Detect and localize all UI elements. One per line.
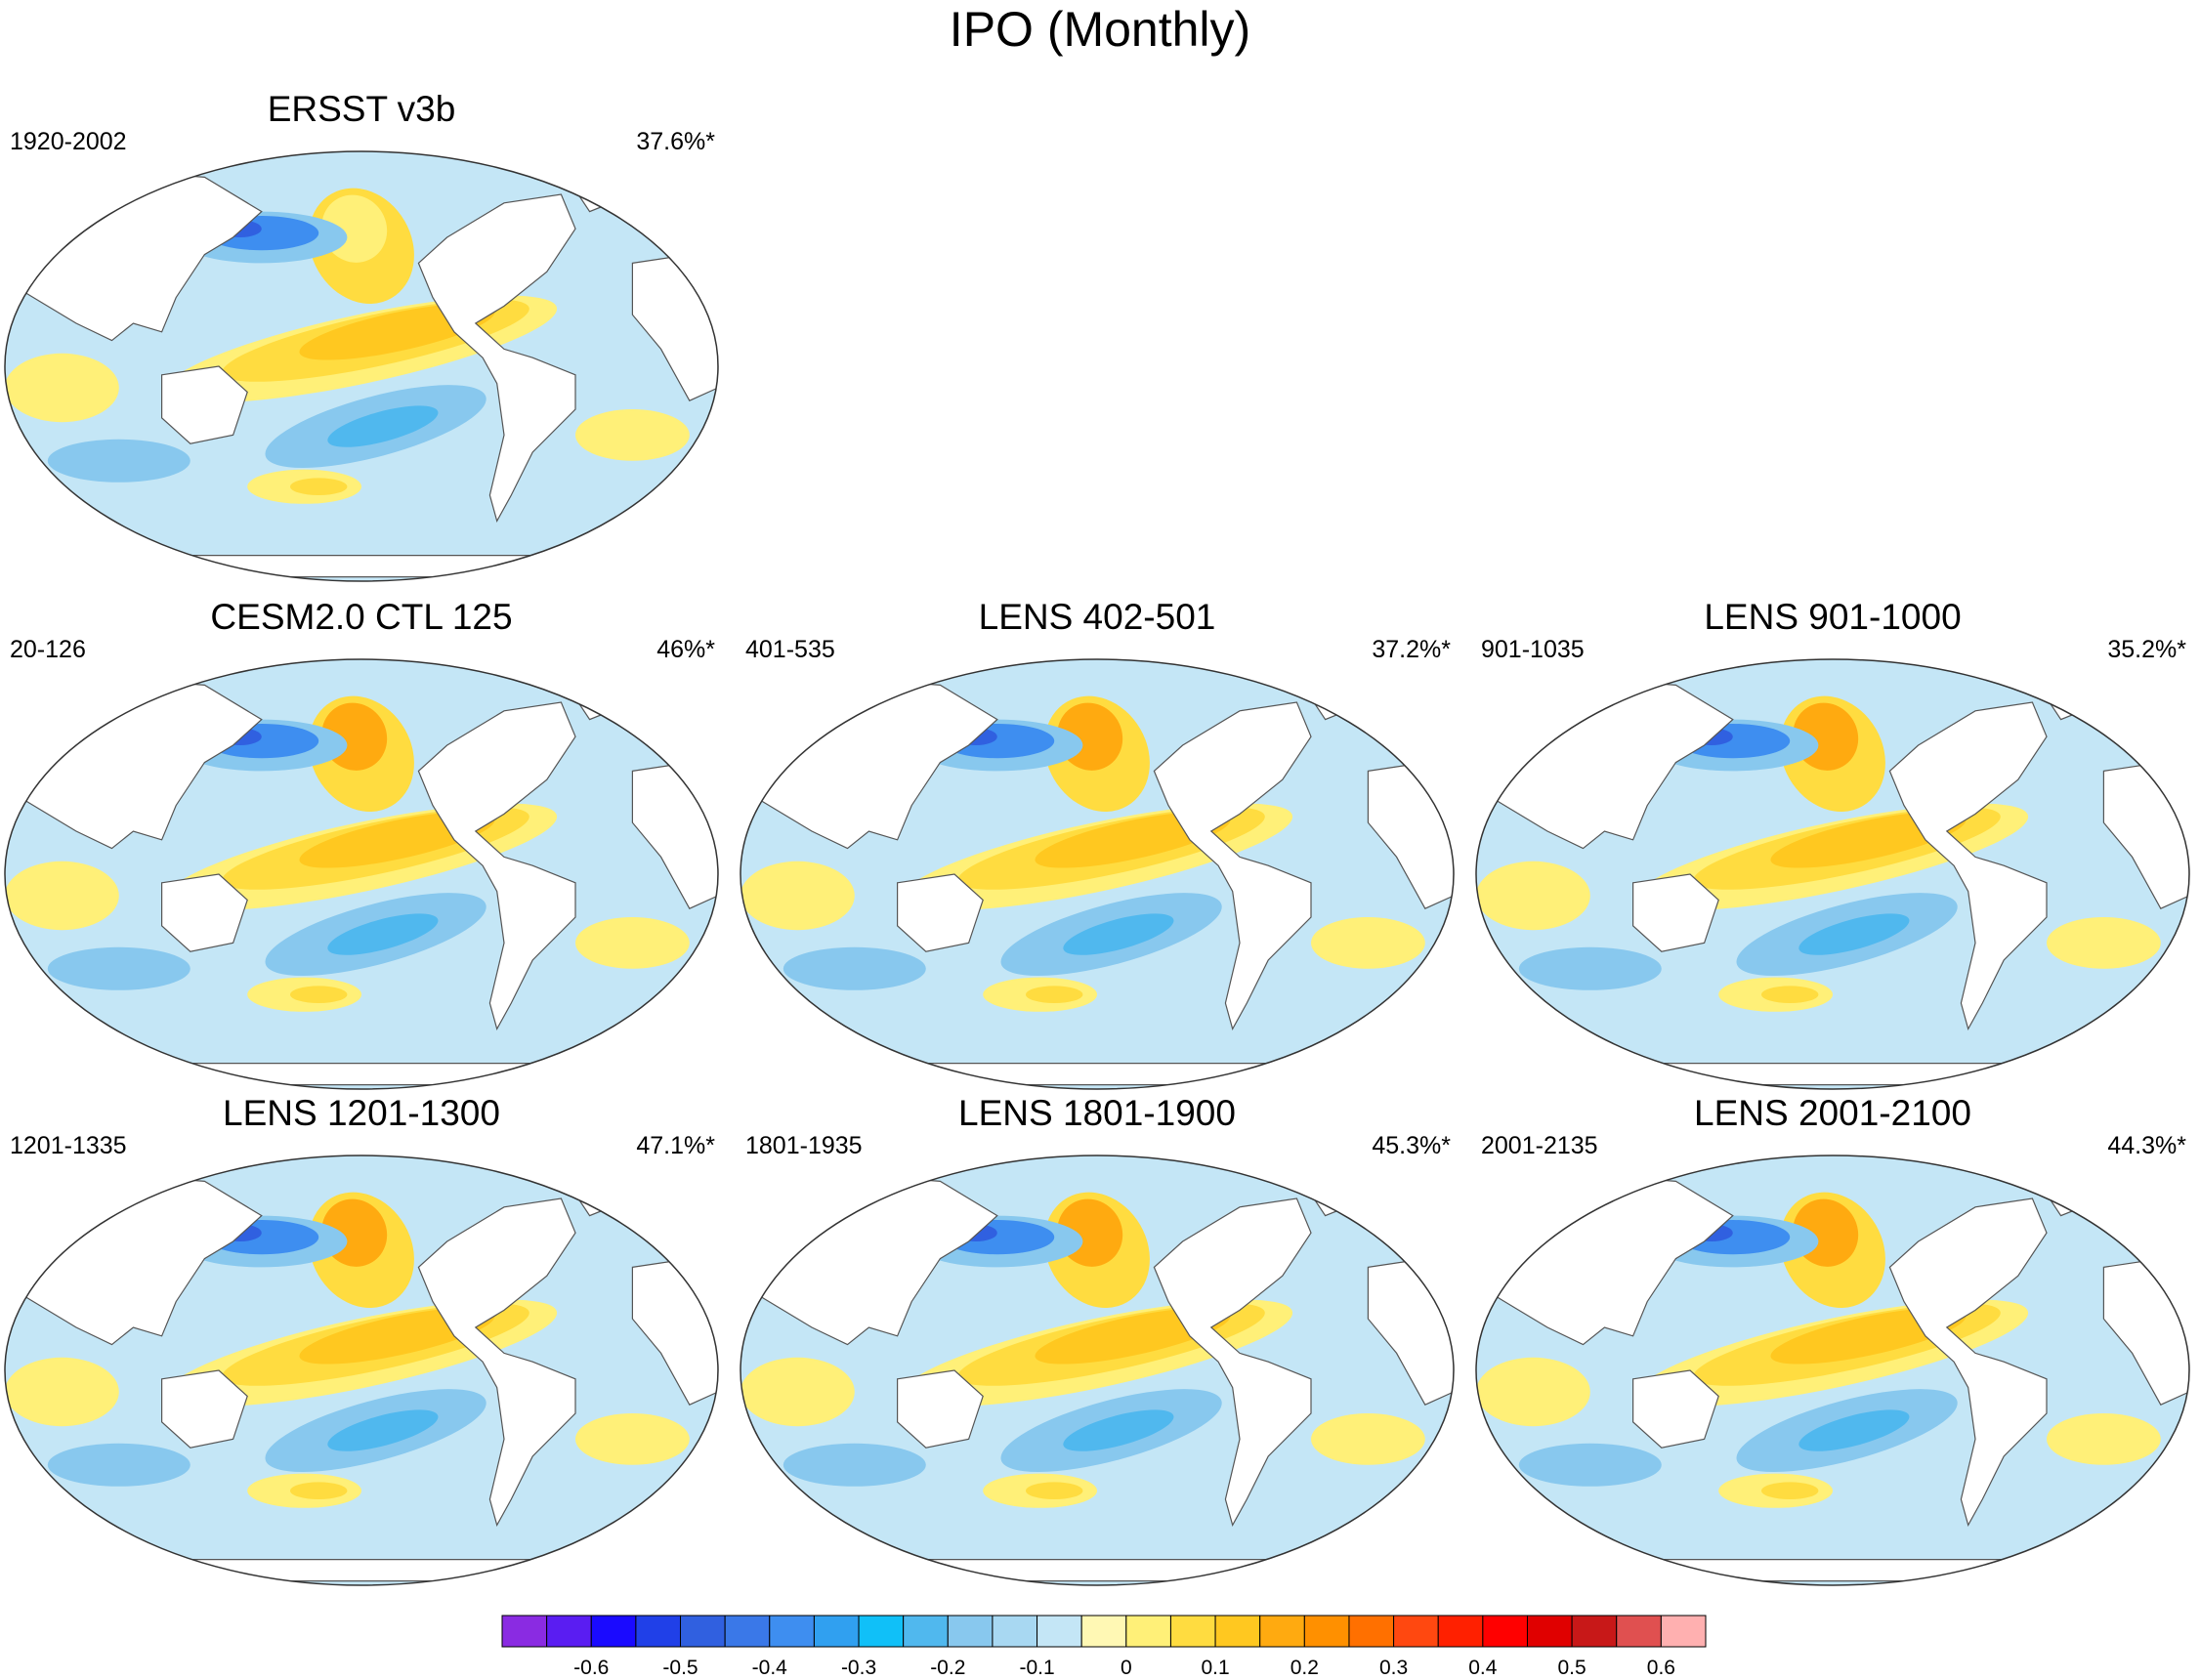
land-americas xyxy=(417,193,576,523)
colorbar-swatch xyxy=(1037,1615,1082,1648)
world-map xyxy=(4,658,719,1090)
colorbar-swatch xyxy=(858,1615,905,1648)
panel-variance: 35.2%* xyxy=(2107,636,2186,663)
colorbar-swatch xyxy=(903,1615,949,1648)
land-antarctica xyxy=(1546,1559,2119,1582)
colorbar-swatch xyxy=(1616,1615,1662,1648)
panel-variance: 44.3%* xyxy=(2107,1132,2186,1159)
land-antarctica xyxy=(75,555,648,578)
map-panel-cesm2-ctl: CESM2.0 CTL 125 20-126 46%* xyxy=(0,596,723,1104)
land-australia xyxy=(1632,873,1719,952)
land-antarctica xyxy=(75,1063,648,1086)
land-antarctica xyxy=(1546,1063,2119,1086)
land-australia xyxy=(161,365,248,444)
colorbar-swatch xyxy=(546,1615,592,1648)
panel-title: ERSST v3b xyxy=(267,89,456,129)
panel-title: LENS 1801-1900 xyxy=(958,1093,1236,1133)
land-americas xyxy=(1153,1197,1312,1527)
panel-period: 2001-2135 xyxy=(1481,1132,1598,1159)
colorbar-swatch xyxy=(1437,1615,1484,1648)
map-panel-lens-1801: LENS 1801-1900 1801-1935 45.3%* xyxy=(736,1092,1459,1600)
colorbar-swatch xyxy=(813,1615,860,1648)
colorbar-tick-label: 0.1 xyxy=(1201,1657,1229,1679)
panel-period: 901-1035 xyxy=(1481,636,1585,663)
map-panel-lens-2001: LENS 2001-2100 2001-2135 44.3%* xyxy=(1471,1092,2194,1600)
colorbar-swatch xyxy=(1571,1615,1618,1648)
figure-title: IPO (Monthly) xyxy=(949,2,1251,57)
land-americas xyxy=(1888,701,2048,1030)
world-map xyxy=(740,1155,1455,1586)
land-americas xyxy=(1888,1197,2048,1527)
panel-period: 1920-2002 xyxy=(10,128,127,155)
land-americas xyxy=(417,701,576,1030)
colorbar-tick-label: 0.6 xyxy=(1647,1657,1675,1679)
land-australia xyxy=(897,1369,984,1449)
land-australia xyxy=(1632,1369,1719,1449)
colorbar-tick-label: -0.5 xyxy=(662,1657,698,1679)
colorbar-swatch xyxy=(992,1615,1038,1648)
land-australia xyxy=(161,1369,248,1449)
colorbar-swatch xyxy=(635,1615,682,1648)
land-antarctica xyxy=(811,1063,1383,1086)
colorbar-swatch xyxy=(1080,1615,1127,1648)
colorbar-swatch xyxy=(1169,1615,1216,1648)
panel-variance: 37.6%* xyxy=(636,128,715,155)
panel-variance: 37.2%* xyxy=(1372,636,1451,663)
colorbar-tick-label: -0.4 xyxy=(752,1657,788,1679)
colorbar-swatch xyxy=(1125,1615,1171,1648)
colorbar-tick-label: -0.2 xyxy=(930,1657,965,1679)
colorbar-swatch xyxy=(1526,1615,1573,1648)
map-panel-ersst: ERSST v3b 1920-2002 37.6%* xyxy=(0,88,723,596)
colorbar-tick-label: -0.1 xyxy=(1019,1657,1054,1679)
panel-period: 1801-1935 xyxy=(745,1132,863,1159)
colorbar-swatch xyxy=(1482,1615,1528,1648)
world-map xyxy=(1475,658,2190,1090)
colorbar-tick-label: 0.3 xyxy=(1379,1657,1408,1679)
panel-title: LENS 2001-2100 xyxy=(1694,1093,1971,1133)
world-map xyxy=(1475,1155,2190,1586)
colorbar-swatch xyxy=(1214,1615,1261,1648)
panel-variance: 46%* xyxy=(656,636,715,663)
map-panel-lens-1201: LENS 1201-1300 1201-1335 47.1%* xyxy=(0,1092,723,1600)
colorbar-tick-label: -0.6 xyxy=(573,1657,609,1679)
panel-title: LENS 1201-1300 xyxy=(223,1093,500,1133)
colorbar-swatch xyxy=(501,1615,548,1648)
panel-title: LENS 402-501 xyxy=(978,597,1216,637)
colorbar-swatch xyxy=(1660,1615,1707,1648)
panel-period: 401-535 xyxy=(745,636,835,663)
panel-title: LENS 901-1000 xyxy=(1704,597,1962,637)
land-americas xyxy=(417,1197,576,1527)
world-map xyxy=(4,150,719,582)
colorbar-swatch xyxy=(1259,1615,1305,1648)
panel-period: 1201-1335 xyxy=(10,1132,127,1159)
panel-title: CESM2.0 CTL 125 xyxy=(210,597,513,637)
land-australia xyxy=(897,873,984,952)
colorbar-swatch xyxy=(947,1615,994,1648)
colorbar-swatch xyxy=(769,1615,815,1648)
colorbar-tick-label: 0 xyxy=(1121,1657,1132,1679)
colorbar-swatch xyxy=(1303,1615,1350,1648)
land-australia xyxy=(161,873,248,952)
world-map xyxy=(4,1155,719,1586)
colorbar-swatch xyxy=(724,1615,771,1648)
panel-period: 20-126 xyxy=(10,636,86,663)
colorbar-swatch xyxy=(680,1615,726,1648)
map-panel-lens-901: LENS 901-1000 901-1035 35.2%* xyxy=(1471,596,2194,1104)
panel-variance: 45.3%* xyxy=(1372,1132,1451,1159)
colorbar-swatch xyxy=(1393,1615,1439,1648)
land-americas xyxy=(1153,701,1312,1030)
colorbar-tick-label: -0.3 xyxy=(841,1657,876,1679)
panel-variance: 47.1%* xyxy=(636,1132,715,1159)
colorbar-tick-label: 0.5 xyxy=(1558,1657,1587,1679)
world-map xyxy=(740,658,1455,1090)
colorbar: -0.6 -0.5 -0.4 -0.3 -0.2 -0.1 0 0.1 0.2 0.3 0.4 0.5… xyxy=(501,1615,1707,1679)
land-antarctica xyxy=(75,1559,648,1582)
colorbar-tick-label: 0.4 xyxy=(1468,1657,1498,1679)
map-panel-lens-402: LENS 402-501 401-535 37.2%* xyxy=(736,596,1459,1104)
colorbar-swatch xyxy=(590,1615,637,1648)
land-antarctica xyxy=(811,1559,1383,1582)
colorbar-tick-label: 0.2 xyxy=(1290,1657,1319,1679)
colorbar-swatch xyxy=(1348,1615,1395,1648)
